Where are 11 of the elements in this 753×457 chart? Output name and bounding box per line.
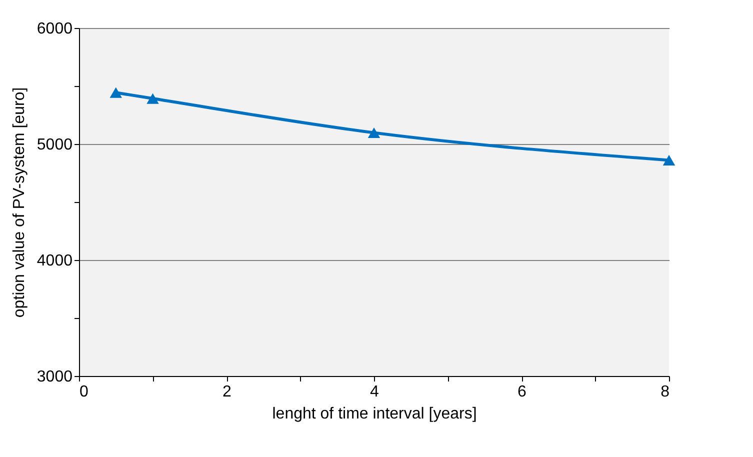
y-tick-label: 3000 bbox=[36, 368, 73, 386]
y-tick-label: 4000 bbox=[36, 252, 73, 270]
x-axis-title: lenght of time interval [years] bbox=[272, 406, 477, 422]
y-tick-label: 6000 bbox=[36, 20, 73, 38]
x-tick-label: 0 bbox=[80, 384, 88, 400]
x-tick-label: 8 bbox=[660, 384, 670, 400]
x-tick-label: 4 bbox=[370, 384, 380, 400]
y-tick-label: 5000 bbox=[36, 136, 73, 154]
x-tick-label: 2 bbox=[222, 384, 232, 400]
y-axis-title: option value of PV-system [euro] bbox=[10, 87, 28, 318]
x-tick-label: 6 bbox=[518, 384, 527, 400]
